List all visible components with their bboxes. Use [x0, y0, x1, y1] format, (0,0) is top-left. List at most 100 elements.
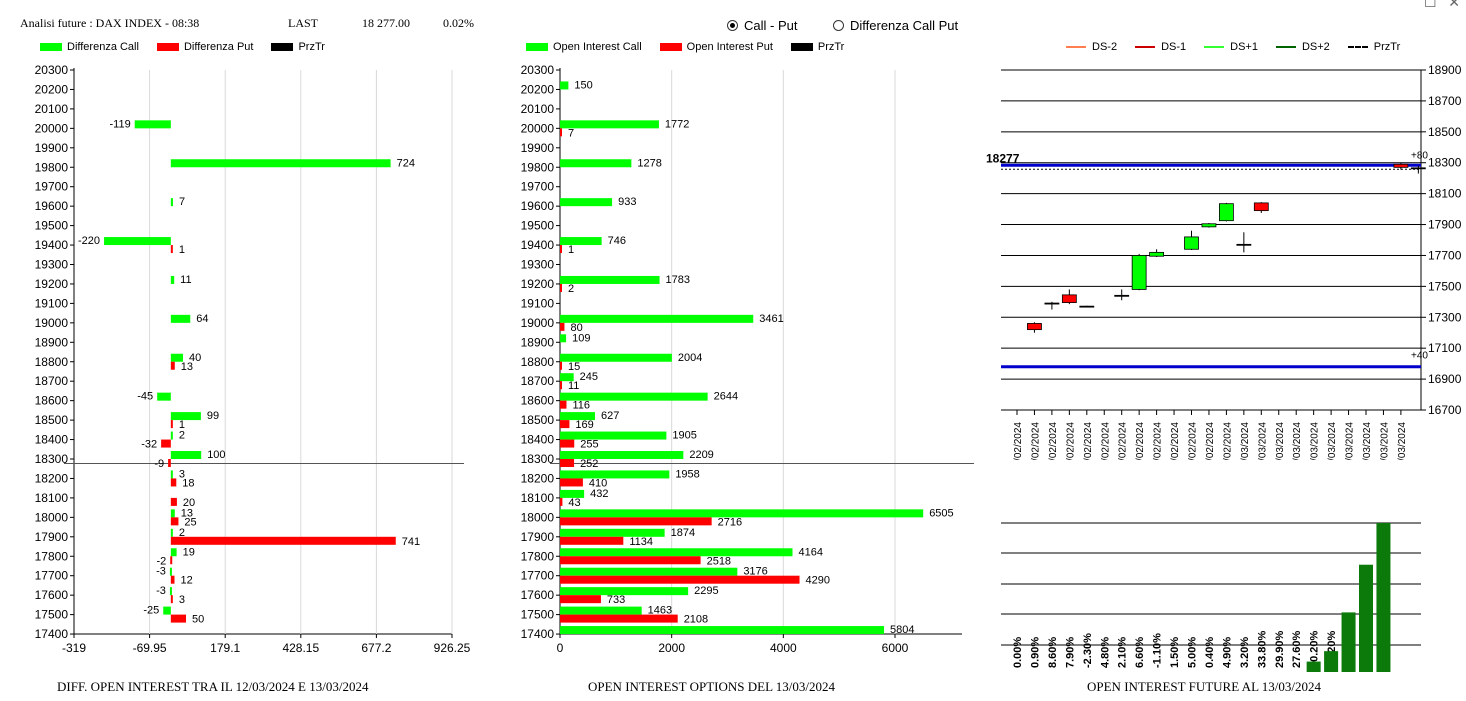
call-bar-label: -3 — [156, 585, 166, 597]
legend-item: PrzTr — [1347, 41, 1400, 53]
y-tick-label: 18800 — [521, 355, 555, 369]
call-bar-label: 2295 — [694, 585, 718, 597]
bar-label: 7.90% — [1064, 637, 1076, 668]
candle-body — [1218, 203, 1234, 222]
call-bar — [560, 548, 793, 557]
y-tick-label: 18400 — [35, 433, 69, 447]
oi-future-chart: 0.00% 0.90% 8.60% 7.90% -2.30% 4.80% 2.10% 6.60… — [1001, 522, 1421, 672]
x-tick-label: 28/02/2024 — [1205, 422, 1216, 460]
x-tick-label: 179.1 — [210, 641, 240, 655]
radio-call-put[interactable]: Call - Put — [727, 18, 797, 33]
put-bar-label: 80 — [570, 322, 582, 334]
y-tick-label: 19100 — [35, 296, 69, 310]
candle-body — [1131, 255, 1147, 290]
x-tick-label: 14/03/2024 — [1397, 422, 1408, 460]
y-tick-label: 19300 — [521, 258, 555, 272]
call-bar-label: 4164 — [798, 546, 822, 558]
put-bar — [170, 536, 396, 545]
bar-label: 33.80% — [1256, 630, 1268, 668]
radio-differenza[interactable]: Differenza Call Put — [833, 18, 958, 33]
legend-item: PrzTr — [271, 41, 325, 53]
call-bar-label: 1874 — [671, 527, 695, 539]
call-bar — [170, 412, 201, 421]
y-tick-label: 19400 — [521, 238, 555, 252]
call-bar-label: -220 — [78, 235, 100, 247]
x-tick-label: 23/02/2024 — [1153, 422, 1164, 460]
call-bar — [170, 275, 175, 284]
call-bar — [170, 314, 191, 323]
x-tick-label: 21/02/2024 — [1118, 422, 1129, 460]
call-bar — [560, 314, 754, 323]
y-tick-label: 17900 — [1428, 218, 1462, 232]
y-tick-label: 19900 — [521, 141, 555, 155]
bar-label: 27.60% — [1291, 630, 1303, 668]
call-bar — [170, 431, 173, 440]
app-title: Analisi future : DAX INDEX - 08:38 — [20, 16, 200, 30]
call-bar-label: 746 — [608, 235, 626, 247]
candle-body — [1236, 243, 1252, 246]
call-bar — [560, 412, 596, 421]
x-tick-label: 926.25 — [434, 641, 471, 655]
call-bar — [169, 587, 172, 596]
legend-item: DS+1 — [1204, 41, 1258, 53]
put-bar — [170, 361, 175, 370]
put-bar — [560, 497, 563, 506]
y-tick-label: 19300 — [35, 258, 69, 272]
y-tick-label: 19500 — [35, 219, 69, 233]
y-tick-label: 18500 — [521, 413, 555, 427]
radio-selected-icon[interactable] — [727, 20, 738, 31]
y-tick-label: 19000 — [521, 316, 555, 330]
call-bar — [170, 528, 173, 537]
y-tick-label: 17400 — [35, 627, 69, 641]
diff-oi-chart: -319 -69.95 179.1 428.15 677.2 926.2520300202… — [35, 63, 471, 655]
call-bar-label: 150 — [574, 79, 592, 91]
put-bar-label: 169 — [575, 419, 593, 431]
legend-line — [1347, 46, 1368, 48]
y-tick-label: 16900 — [1428, 372, 1462, 386]
put-bar-label: -9 — [154, 458, 164, 470]
close-icon[interactable]: ✕ — [1448, 0, 1460, 10]
put-bar — [560, 361, 562, 370]
y-tick-label: 17800 — [521, 549, 555, 563]
footer-left: DIFF. OPEN INTEREST TRA IL 12/03/2024 E … — [57, 679, 369, 694]
legend-swatch — [40, 43, 62, 51]
call-bar — [560, 275, 660, 284]
y-tick-label: 20100 — [35, 102, 69, 116]
put-bar-label: 12 — [180, 575, 192, 587]
y-tick-label: 19100 — [521, 296, 555, 310]
call-bar — [560, 159, 632, 168]
window-controls[interactable]: ☐ ✕ — [1424, 0, 1460, 11]
bar-label: 1.50% — [1169, 637, 1181, 668]
x-tick-label: 04/03/2024 — [1257, 422, 1268, 460]
call-bar-label: 3 — [179, 468, 185, 480]
bar-label: 0.40% — [1204, 637, 1216, 668]
x-tick-label: 06/03/2024 — [1292, 422, 1303, 460]
y-tick-label: 17500 — [521, 608, 555, 622]
put-bar-label: 7 — [568, 127, 574, 139]
put-bar — [170, 595, 173, 604]
y-tick-label: 19700 — [521, 180, 555, 194]
x-tick-label: -319 — [62, 641, 86, 655]
call-bar — [169, 567, 172, 576]
put-bar-label: 3 — [179, 594, 185, 606]
bar-label: 8.60% — [1047, 637, 1059, 668]
radio-unselected-icon[interactable] — [833, 20, 844, 31]
minimize-icon[interactable]: ☐ — [1424, 0, 1437, 10]
legend-item: Differenza Call — [40, 41, 139, 53]
put-bar — [170, 478, 177, 487]
x-tick-label: 29/02/2024 — [1222, 422, 1233, 460]
call-bar — [560, 392, 708, 401]
put-bar-label: -2 — [156, 555, 166, 567]
footer-middle: OPEN INTEREST OPTIONS DEL 13/03/2024 — [588, 679, 835, 694]
legend-swatch — [659, 43, 682, 51]
put-bar-label: 741 — [402, 536, 420, 548]
bar-label: 4.90% — [1221, 637, 1233, 668]
put-bar — [560, 478, 583, 487]
radio-call-put-label: Call - Put — [744, 18, 798, 33]
y-tick-label: 18500 — [1428, 125, 1462, 139]
put-bar — [560, 575, 800, 584]
y-tick-label: 18300 — [521, 452, 555, 466]
put-bar-label: 1 — [179, 244, 185, 256]
y-tick-label: 17300 — [1428, 310, 1462, 324]
legend-swatch — [156, 43, 179, 51]
